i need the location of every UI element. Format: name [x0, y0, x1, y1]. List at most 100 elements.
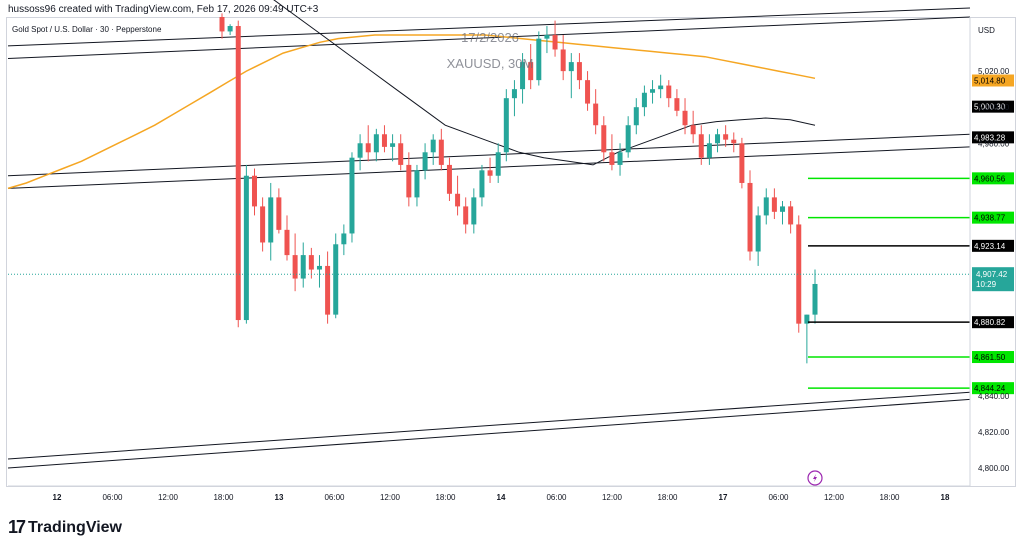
indicator-value-tag: [972, 100, 1014, 113]
candle-body: [641, 92, 647, 108]
candle-body: [755, 215, 761, 252]
candle-body: [682, 110, 688, 126]
x-tick-label: 14: [497, 493, 506, 502]
x-tick-label: 06:00: [324, 493, 345, 502]
candle-body: [560, 49, 566, 72]
candle-body: [422, 152, 428, 171]
candle-body: [763, 197, 769, 216]
candle-body: [788, 206, 794, 225]
last-price-timer: 10:29: [976, 280, 997, 289]
moving-average-orange: [7, 34, 816, 190]
y-tick-label: 4,800.00: [978, 464, 1010, 473]
brand-name: TradingView: [28, 518, 122, 536]
candle-body: [316, 265, 322, 270]
y-tick-label: 4,980.00: [978, 139, 1010, 148]
candle-body: [625, 125, 631, 153]
candle-body: [438, 139, 444, 165]
candle-body: [617, 152, 623, 165]
tradingview-logo[interactable]: 17 TradingView: [8, 517, 122, 538]
candle-body: [633, 107, 639, 126]
watermark-date: 17/2/2026: [461, 30, 519, 45]
candle-body: [349, 157, 355, 234]
chart-caption: hussoss96 created with TradingView.com, …: [8, 4, 319, 15]
price-level-tag: [972, 382, 1014, 395]
channel-line: [7, 133, 971, 177]
candle-body: [511, 89, 517, 99]
lightning-icon[interactable]: [807, 470, 823, 486]
candle-body: [812, 283, 818, 315]
channel-line: [7, 7, 971, 47]
candle-body: [780, 206, 786, 212]
candle-body: [544, 35, 550, 39]
y-tick-label: 4,820.00: [978, 428, 1010, 437]
x-tick-label: 12:00: [158, 493, 179, 502]
candle-body: [601, 125, 607, 153]
price-level-label: 4,880.82: [974, 318, 1006, 327]
candle-body: [430, 139, 436, 153]
candle-body: [666, 85, 672, 99]
candle-body: [398, 143, 404, 165]
price-level-tag: [972, 239, 1014, 252]
tradingview-logo-icon: 17: [8, 517, 26, 537]
candle-body: [585, 80, 591, 104]
price-level-label: 4,923.14: [974, 242, 1006, 251]
x-tick-label: 18:00: [879, 493, 900, 502]
candle-body: [357, 143, 363, 158]
candle-body: [706, 143, 712, 158]
candle-body: [341, 233, 347, 245]
candle-body: [674, 98, 680, 111]
x-tick-label: 12: [53, 493, 62, 502]
x-tick-label: 06:00: [102, 493, 123, 502]
candle-body: [446, 164, 452, 194]
candle-body: [796, 224, 802, 324]
y-tick-label: 4,840.00: [978, 392, 1010, 401]
candle-body: [479, 170, 485, 198]
x-tick-label: 18:00: [657, 493, 678, 502]
candle-body: [471, 197, 477, 225]
channel-line: [7, 391, 971, 460]
candle-body: [731, 139, 737, 144]
y-tick-label: 5,000.00: [978, 103, 1010, 112]
candle-body: [251, 175, 257, 207]
candle-body: [260, 206, 266, 243]
candle-body: [804, 314, 810, 324]
candle-body: [284, 229, 290, 256]
candle-body: [406, 164, 412, 198]
channel-line: [7, 16, 971, 59]
candle-body: [243, 175, 249, 321]
candle-body: [690, 125, 696, 135]
candle-body: [723, 134, 729, 140]
price-level-label: 4,938.77: [974, 214, 1006, 223]
price-level-tag: [972, 351, 1014, 364]
x-tick-label: 17: [719, 493, 728, 502]
candle-body: [414, 170, 420, 198]
candle-body: [593, 103, 599, 126]
indicator-value-label: 4,983.28: [974, 133, 1006, 142]
x-tick-label: 06:00: [546, 493, 567, 502]
symbol-title: Gold Spot / U.S. Dollar · 30 · Peppersto…: [12, 25, 162, 34]
x-tick-label: 12:00: [824, 493, 845, 502]
candle-body: [333, 244, 339, 315]
candle-body: [528, 62, 534, 81]
currency-label[interactable]: USD: [978, 26, 995, 35]
candle-body: [568, 62, 574, 72]
candle-body: [268, 197, 274, 243]
candle-body: [747, 182, 753, 252]
x-tick-label: 18:00: [213, 493, 234, 502]
x-tick-label: 13: [275, 493, 284, 502]
candle-body: [576, 62, 582, 81]
candle-body: [536, 38, 542, 81]
x-tick-label: 18: [941, 493, 950, 502]
indicator-value-label: 5,000.30: [974, 103, 1006, 112]
candle-body: [698, 134, 704, 158]
indicator-value-tag: [972, 131, 1014, 144]
price-level-tag: [972, 211, 1014, 224]
x-tick-label: 12:00: [380, 493, 401, 502]
indicator-value-label: 5,014.80: [974, 76, 1006, 85]
candle-body: [365, 143, 371, 153]
price-level-label: 4,844.24: [974, 384, 1006, 393]
candle-body: [455, 193, 461, 207]
x-tick-label: 18:00: [435, 493, 456, 502]
candle-body: [609, 152, 615, 165]
